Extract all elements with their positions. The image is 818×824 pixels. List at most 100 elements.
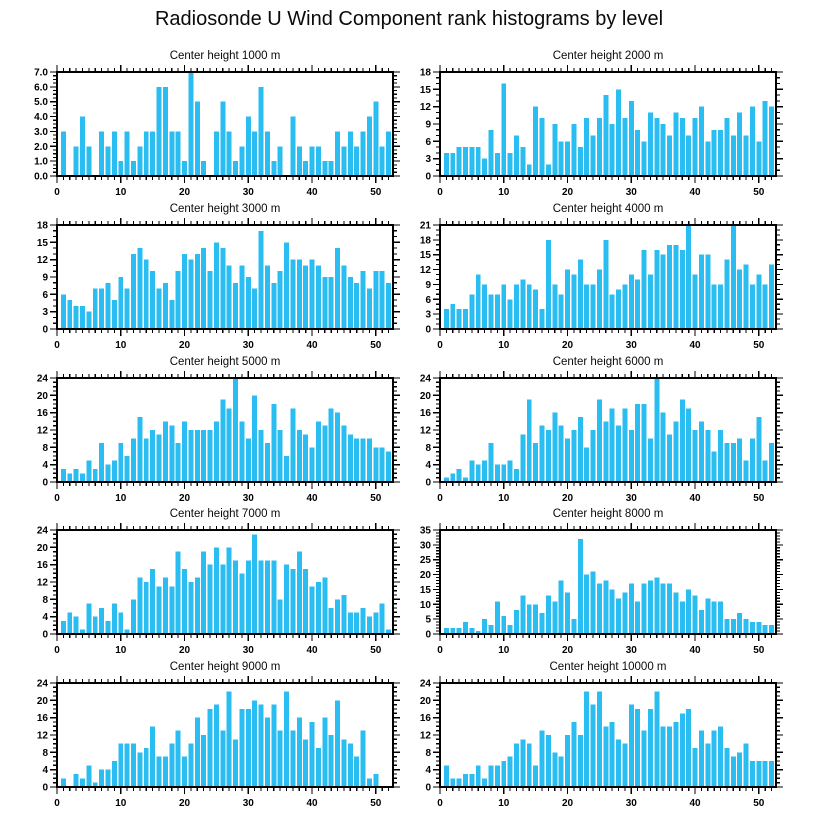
svg-text:30: 30	[626, 645, 638, 656]
bars	[60, 72, 392, 176]
bars	[443, 83, 775, 176]
svg-text:0: 0	[54, 493, 60, 504]
svg-text:8: 8	[42, 595, 48, 606]
svg-text:20: 20	[562, 340, 574, 351]
svg-text:30: 30	[243, 340, 255, 351]
svg-text:18: 18	[37, 221, 49, 232]
bars	[60, 378, 392, 482]
chart-canvas: 0 10 20 30 40 50 0 3 6 9 12 15 18 21	[420, 218, 783, 351]
svg-text:3: 3	[425, 154, 431, 165]
svg-text:20: 20	[179, 493, 191, 504]
chart-title: Center height 1000 m	[169, 50, 281, 62]
svg-text:0: 0	[437, 645, 443, 656]
svg-text:10: 10	[498, 798, 510, 809]
chart-canvas: 0 10 20 30 40 50 0 3 6 9 12 15 18	[420, 65, 783, 198]
plot-box	[56, 377, 394, 483]
axis-labels: 0 10 20 30 40 50 0 3 6 9 12 15 18	[37, 221, 382, 352]
svg-text:24: 24	[37, 374, 49, 385]
axis-labels: 0 10 20 30 40 50 0 4 8 12 16 20 24	[420, 374, 765, 505]
svg-text:24: 24	[37, 526, 49, 537]
chart-title: Center height 8000 m	[552, 508, 664, 520]
axis-labels: 0 10 20 30 40 50 0 5 10 15 20 25 30 35	[420, 526, 765, 657]
axis-labels: 0 10 20 30 40 50 0.0 1.0 2.0 3.0 4.0 5.0 6.0 7.0	[34, 68, 382, 199]
chart-9000m: Center height 9000 m 0 10 20 30 40 50 0 4 8 12 16 2…	[21, 661, 421, 813]
svg-text:30: 30	[420, 540, 432, 551]
svg-text:40: 40	[306, 798, 318, 809]
chart-title: Center height 2000 m	[552, 50, 664, 62]
chart-8000m: Center height 8000 m 0 10 20 30 40 50 0 5 10 15 20…	[404, 508, 804, 660]
bars	[443, 225, 775, 329]
svg-text:0: 0	[42, 783, 48, 794]
svg-text:10: 10	[498, 645, 510, 656]
svg-text:50: 50	[753, 187, 765, 198]
svg-text:8: 8	[425, 748, 431, 759]
chart-canvas: 0 10 20 30 40 50 0 4 8 12 16 20 24	[37, 371, 400, 504]
svg-text:5: 5	[425, 615, 431, 626]
svg-text:30: 30	[626, 187, 638, 198]
svg-text:6: 6	[425, 137, 431, 148]
svg-text:50: 50	[753, 340, 765, 351]
axis-ticks	[50, 65, 400, 183]
svg-text:0: 0	[425, 783, 431, 794]
svg-text:16: 16	[420, 408, 432, 419]
axis-labels: 0 10 20 30 40 50 0 4 8 12 16 20 24	[420, 679, 765, 810]
svg-text:30: 30	[243, 187, 255, 198]
svg-text:15: 15	[420, 585, 432, 596]
chart-1000m: Center height 1000 m 0 10 20 30 40 50 0.0 1.0 2.…	[21, 50, 421, 202]
svg-text:30: 30	[626, 493, 638, 504]
svg-text:25: 25	[420, 555, 432, 566]
svg-text:4: 4	[425, 765, 431, 776]
plot-box	[439, 224, 777, 330]
axis-labels: 0 10 20 30 40 50 0 4 8 12 16 20 24	[37, 526, 382, 657]
chart-canvas: 0 10 20 30 40 50 0 4 8 12 16 20 24	[37, 676, 400, 809]
svg-text:30: 30	[243, 493, 255, 504]
svg-text:18: 18	[420, 235, 432, 246]
svg-text:6.0: 6.0	[34, 82, 48, 93]
svg-text:0: 0	[425, 478, 431, 489]
svg-text:4: 4	[42, 765, 48, 776]
plot-box	[439, 529, 777, 635]
axis-ticks	[433, 523, 783, 641]
plot-box	[439, 682, 777, 788]
axis-ticks	[50, 523, 400, 641]
svg-text:20: 20	[420, 696, 432, 707]
svg-text:0: 0	[42, 478, 48, 489]
svg-text:15: 15	[420, 85, 432, 96]
svg-text:10: 10	[498, 187, 510, 198]
svg-text:40: 40	[306, 645, 318, 656]
svg-text:0: 0	[437, 493, 443, 504]
svg-text:15: 15	[37, 238, 49, 249]
svg-text:6: 6	[425, 295, 431, 306]
svg-text:10: 10	[115, 493, 127, 504]
axis-ticks	[433, 65, 783, 183]
svg-text:5.0: 5.0	[34, 97, 48, 108]
svg-text:20: 20	[420, 570, 432, 581]
svg-text:30: 30	[243, 798, 255, 809]
svg-text:9: 9	[42, 273, 48, 284]
svg-text:1.0: 1.0	[34, 157, 48, 168]
svg-text:40: 40	[689, 645, 701, 656]
svg-text:0: 0	[437, 187, 443, 198]
chart-5000m: Center height 5000 m 0 10 20 30 40 50 0 4 8 12 16 2…	[21, 356, 421, 508]
svg-text:20: 20	[179, 798, 191, 809]
svg-text:40: 40	[306, 493, 318, 504]
svg-text:20: 20	[37, 391, 49, 402]
svg-text:12: 12	[420, 731, 432, 742]
chart-title: Center height 3000 m	[169, 203, 281, 215]
svg-text:50: 50	[370, 645, 382, 656]
chart-6000m: Center height 6000 m 0 10 20 30 40 50 0 4 8 12 16 2…	[404, 356, 804, 508]
plot-box	[56, 224, 394, 330]
svg-text:24: 24	[420, 374, 432, 385]
svg-text:35: 35	[420, 526, 432, 537]
axis-ticks	[433, 676, 783, 794]
svg-text:16: 16	[37, 713, 49, 724]
svg-text:40: 40	[306, 340, 318, 351]
svg-text:20: 20	[37, 696, 49, 707]
svg-text:7.0: 7.0	[34, 68, 48, 79]
svg-text:0: 0	[437, 340, 443, 351]
chart-title: Center height 10000 m	[549, 661, 667, 673]
axis-ticks	[50, 676, 400, 794]
chart-title: Center height 5000 m	[169, 356, 281, 368]
svg-text:30: 30	[626, 340, 638, 351]
svg-text:0: 0	[54, 340, 60, 351]
